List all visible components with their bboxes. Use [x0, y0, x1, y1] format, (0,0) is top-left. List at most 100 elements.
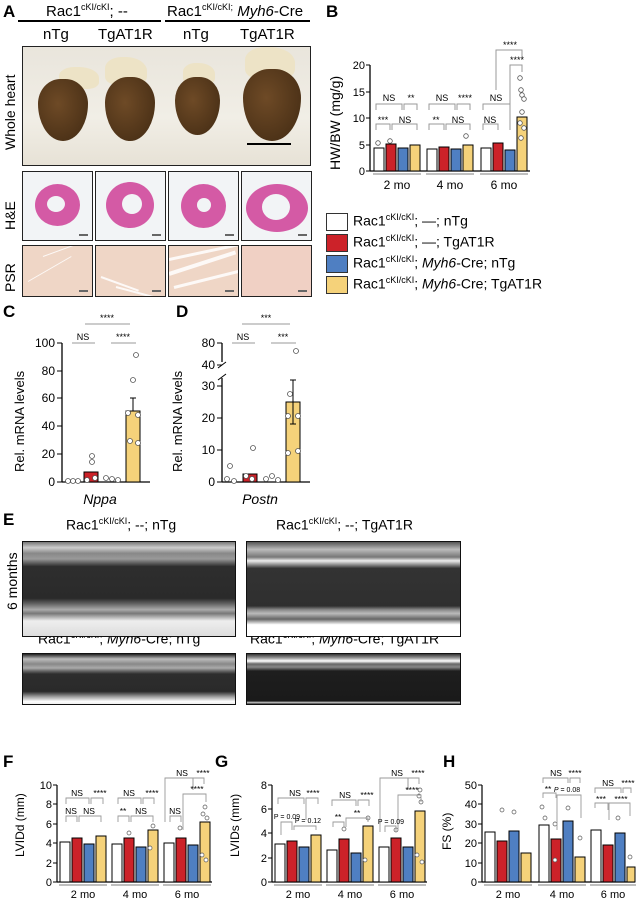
svg-text:50: 50 — [465, 780, 477, 792]
col-label-1: nTg — [43, 26, 69, 43]
svg-text:Nppa: Nppa — [83, 491, 117, 507]
chart-b-xtick-2mo: 2 mo — [384, 178, 411, 192]
legend-swatch-white — [326, 212, 348, 231]
panel-a-group1-label: Rac1cKI/cKI; -- — [46, 2, 128, 20]
row-label-whole-heart: Whole heart — [2, 74, 18, 150]
svg-text:Postn: Postn — [242, 491, 278, 507]
scale-bar — [247, 143, 291, 145]
svg-text:2 mo: 2 mo — [496, 889, 520, 900]
group2-underline — [165, 20, 310, 22]
svg-text:0: 0 — [359, 166, 365, 178]
svg-text:40: 40 — [42, 419, 56, 433]
svg-text:****: **** — [405, 785, 419, 795]
svg-text:4 mo: 4 mo — [123, 889, 147, 900]
svg-text:LVIDd (mm): LVIDd (mm) — [13, 793, 27, 857]
he-image-1 — [22, 171, 93, 241]
svg-text:***: *** — [261, 313, 272, 323]
svg-text:10: 10 — [353, 113, 365, 125]
svg-text:2 mo: 2 mo — [286, 889, 310, 900]
psr-image-2 — [95, 245, 166, 297]
panel-e-letter: E — [3, 510, 15, 529]
svg-text:***: *** — [378, 115, 389, 125]
svg-text:6 mo: 6 mo — [390, 889, 414, 900]
svg-text:0: 0 — [471, 877, 477, 889]
svg-text:6 mo: 6 mo — [175, 889, 199, 900]
svg-text:****: **** — [116, 332, 131, 342]
svg-text:NS: NS — [65, 806, 77, 816]
svg-text:NS: NS — [602, 778, 614, 788]
svg-text:**: ** — [120, 806, 127, 816]
panel-f-letter: F — [3, 752, 14, 771]
chart-f-lvidd: LVIDd (mm) 0 2 4 6 8 10 2 mo 4 mo 6 mo N… — [13, 768, 212, 900]
svg-text:NS: NS — [399, 115, 412, 125]
svg-text:NS: NS — [77, 332, 90, 342]
svg-text:NS: NS — [490, 93, 503, 103]
chart-b-xtick-6mo: 6 mo — [491, 178, 518, 192]
svg-text:****: **** — [568, 768, 582, 778]
svg-text:NS: NS — [339, 790, 351, 800]
row-label-he: H&E — [2, 201, 18, 230]
svg-text:****: **** — [621, 778, 635, 788]
svg-text:20: 20 — [353, 60, 365, 72]
group1-sup: cKI/cKI — [81, 2, 110, 12]
svg-text:6: 6 — [46, 819, 52, 831]
svg-text:**: ** — [354, 808, 361, 818]
svg-text:****: **** — [458, 93, 473, 103]
svg-text:NS: NS — [237, 332, 250, 342]
group2-sup: cKI/cKI; — [202, 2, 234, 12]
echo-image-2 — [246, 541, 461, 637]
panel-b-letter: B — [326, 2, 339, 21]
svg-text:20: 20 — [202, 411, 216, 425]
panel-h-letter: H — [443, 752, 456, 771]
svg-text:5: 5 — [359, 140, 365, 152]
chart-b-ylabel: HW/BW (mg/g) — [327, 76, 343, 170]
svg-text:NS: NS — [169, 806, 181, 816]
svg-text:****: **** — [510, 55, 525, 65]
svg-text:**: ** — [432, 115, 440, 125]
svg-text:****: **** — [411, 768, 425, 778]
legend-item-2: Rac1cKI/cKI; —; TgAT1R — [326, 233, 495, 252]
group1-suffix: ; -- — [109, 3, 128, 20]
svg-text:2: 2 — [46, 858, 52, 870]
legend-item-1: Rac1cKI/cKI; —; nTg — [326, 212, 468, 231]
panel-d-letter: D — [176, 302, 189, 321]
heart-2 — [105, 77, 155, 141]
heart-1 — [38, 79, 88, 141]
svg-text:NS: NS — [83, 806, 95, 816]
row-label-psr: PSR — [2, 263, 18, 292]
chart-d-postn: Rel. mRNA levels 0 10 20 30 40 80 NS *** *… — [170, 313, 310, 507]
panel-g-letter: G — [215, 752, 229, 771]
svg-text:10: 10 — [40, 780, 52, 792]
svg-text:60: 60 — [42, 391, 56, 405]
svg-text:20: 20 — [42, 447, 56, 461]
legend-swatch-blue — [326, 254, 348, 273]
svg-text:P = 0.09: P = 0.09 — [378, 819, 404, 826]
legend-swatch-yellow — [326, 275, 348, 294]
panel-a-letter: A — [3, 2, 16, 21]
chart-b-xtick-4mo: 4 mo — [437, 178, 464, 192]
group2-suffix: -Cre — [273, 3, 304, 20]
echo-title-2: Rac1cKI/cKI; --; TgAT1R — [276, 516, 413, 533]
heart-4 — [243, 69, 301, 141]
heart-3 — [175, 77, 220, 135]
svg-text:2 mo: 2 mo — [71, 889, 95, 900]
svg-text:NS: NS — [135, 806, 147, 816]
svg-text:**: ** — [545, 784, 552, 794]
svg-text:****: **** — [93, 788, 107, 798]
svg-text:****: **** — [503, 40, 518, 50]
panel-c-letter: C — [3, 302, 16, 321]
legend-item-3: Rac1cKI/cKI; Myh6-Cre; nTg — [326, 254, 515, 273]
svg-text:****: **** — [196, 768, 210, 778]
legend-item-4: Rac1cKI/cKI; Myh6-Cre; TgAT1R — [326, 275, 542, 294]
svg-text:10: 10 — [202, 443, 216, 457]
svg-text:****: **** — [360, 790, 374, 800]
svg-text:P = 0.12: P = 0.12 — [295, 818, 321, 825]
svg-text:15: 15 — [353, 87, 365, 99]
echo-image-3 — [22, 653, 236, 705]
group2-prefix: Rac1 — [167, 3, 203, 20]
svg-text:****: **** — [614, 794, 628, 804]
col-label-4: TgAT1R — [240, 26, 295, 43]
svg-text:***: *** — [278, 332, 289, 342]
echo-image-1 — [22, 541, 236, 637]
svg-text:6 mo: 6 mo — [601, 889, 625, 900]
